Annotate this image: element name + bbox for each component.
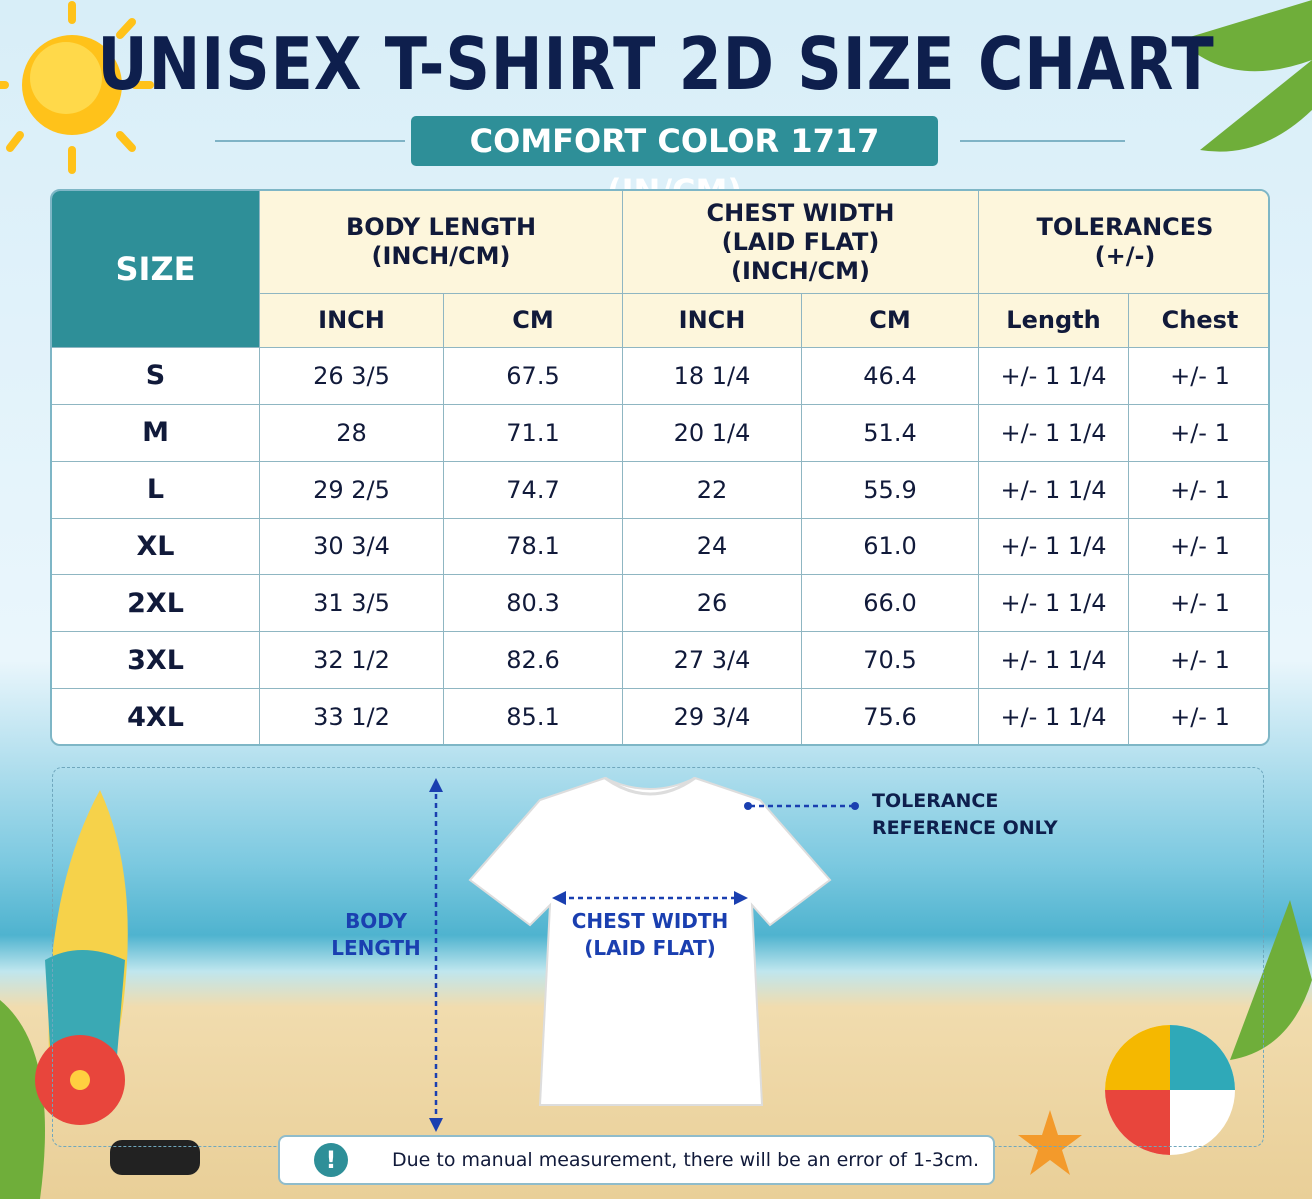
table-cell: +/- 1 1/4: [979, 689, 1129, 744]
column-header: INCH: [260, 294, 444, 348]
table-cell: 26: [623, 575, 802, 633]
group-header-line: BODY LENGTH: [345, 213, 537, 241]
table-cell: 71.1: [444, 404, 623, 462]
table-cell: +/- 1: [1129, 689, 1268, 744]
rule: [960, 140, 1125, 142]
sun: [0, 1, 154, 174]
table-cell: 74.7: [444, 461, 623, 519]
table-cell: 32 1/2: [260, 632, 444, 690]
column-header: CM: [802, 294, 979, 348]
column-header: CM: [444, 294, 623, 348]
size-header: SIZE: [52, 191, 260, 348]
table-cell: 33 1/2: [260, 689, 444, 744]
table-cell: 66.0: [802, 575, 979, 633]
table-cell: 31 3/5: [260, 575, 444, 633]
table-cell: 67.5: [444, 348, 623, 405]
table-cell: 55.9: [802, 461, 979, 519]
table-cell: 85.1: [444, 689, 623, 744]
rule: [215, 140, 405, 142]
table-cell: 70.5: [802, 632, 979, 690]
starfish: [1018, 1110, 1082, 1175]
table-cell: 30 3/4: [260, 518, 444, 576]
table-cell: +/- 1 1/4: [979, 632, 1129, 690]
size-cell: S: [52, 348, 260, 405]
group-header-line: (LAID FLAT): [721, 227, 880, 256]
table-cell: +/- 1: [1129, 632, 1268, 690]
note-icon: !: [314, 1143, 348, 1177]
table-cell: +/- 1: [1129, 519, 1268, 576]
note-text: Due to manual measurement, there will be…: [392, 1149, 979, 1171]
column-header: Length: [979, 294, 1129, 348]
table-cell: 29 3/4: [623, 689, 802, 744]
size-cell: M: [52, 404, 260, 462]
size-cell: 3XL: [52, 632, 260, 690]
table-cell: 75.6: [802, 689, 979, 744]
table-cell: 24: [623, 518, 802, 576]
group-header: BODY LENGTH (INCH/CM): [260, 191, 623, 294]
chest-width-label: CHEST WIDTH (LAID FLAT): [560, 908, 740, 962]
group-header-line: (INCH/CM): [731, 256, 870, 285]
group-header: CHEST WIDTH (LAID FLAT) (INCH/CM): [623, 191, 979, 294]
table-cell: 82.6: [444, 632, 623, 690]
table-cell: +/- 1 1/4: [979, 518, 1129, 576]
label-line: (LAID FLAT): [584, 936, 716, 960]
size-table: SIZE BODY LENGTH (INCH/CM) INCH CM CHEST WIDT…: [50, 189, 1270, 746]
table-cell: +/- 1 1/4: [979, 461, 1129, 519]
table-cell: 26 3/5: [260, 348, 444, 405]
title: UNISEX T-SHIRT 2D SIZE CHART: [97, 22, 1215, 106]
hibiscus: [35, 1035, 200, 1175]
size-cell: L: [52, 461, 260, 519]
tolerance-label: TOLERANCE REFERENCE ONLY: [872, 788, 1092, 842]
table-cell: 22: [623, 461, 802, 519]
table-cell: 46.4: [802, 348, 979, 405]
table-cell: +/- 1 1/4: [979, 575, 1129, 633]
table-cell: 27 3/4: [623, 632, 802, 690]
table-cell: +/- 1: [1129, 575, 1268, 633]
group-header-line: TOLERANCES: [1036, 213, 1214, 241]
table-cell: 61.0: [802, 518, 979, 576]
body-length-label: BODY LENGTH: [316, 908, 436, 962]
column-header: Chest: [1129, 294, 1268, 348]
table-cell: 78.1: [444, 518, 623, 576]
note: ! Due to manual measurement, there will …: [278, 1135, 995, 1185]
column-header: INCH: [623, 294, 802, 348]
size-cell: 2XL: [52, 575, 260, 633]
table-cell: 29 2/5: [260, 461, 444, 519]
group-header-line: (INCH/CM): [371, 242, 511, 270]
table-cell: 18 1/4: [623, 348, 802, 405]
size-cell: XL: [52, 518, 260, 576]
table-cell: 28: [260, 404, 444, 462]
table-cell: +/- 1: [1129, 348, 1268, 405]
table-cell: +/- 1: [1129, 405, 1268, 462]
label-line: TOLERANCE: [872, 790, 999, 812]
size-cell: 4XL: [52, 689, 260, 744]
beach-ball: [1105, 1025, 1235, 1155]
arrows: [434, 785, 852, 1125]
label-line: BODY: [345, 909, 407, 933]
group-header-line: (+/-): [1094, 242, 1156, 270]
table-cell: 51.4: [802, 404, 979, 462]
group-header-line: CHEST WIDTH: [706, 198, 895, 227]
table-cell: +/- 1 1/4: [979, 404, 1129, 462]
group-header: TOLERANCES (+/-): [979, 191, 1268, 294]
table-cell: 80.3: [444, 575, 623, 633]
label-line: REFERENCE ONLY: [872, 817, 1058, 839]
table-cell: +/- 1 1/4: [979, 348, 1129, 405]
table-cell: +/- 1: [1129, 462, 1268, 519]
table-cell: 20 1/4: [623, 404, 802, 462]
label-line: LENGTH: [331, 936, 421, 960]
label-line: CHEST WIDTH: [571, 909, 729, 933]
